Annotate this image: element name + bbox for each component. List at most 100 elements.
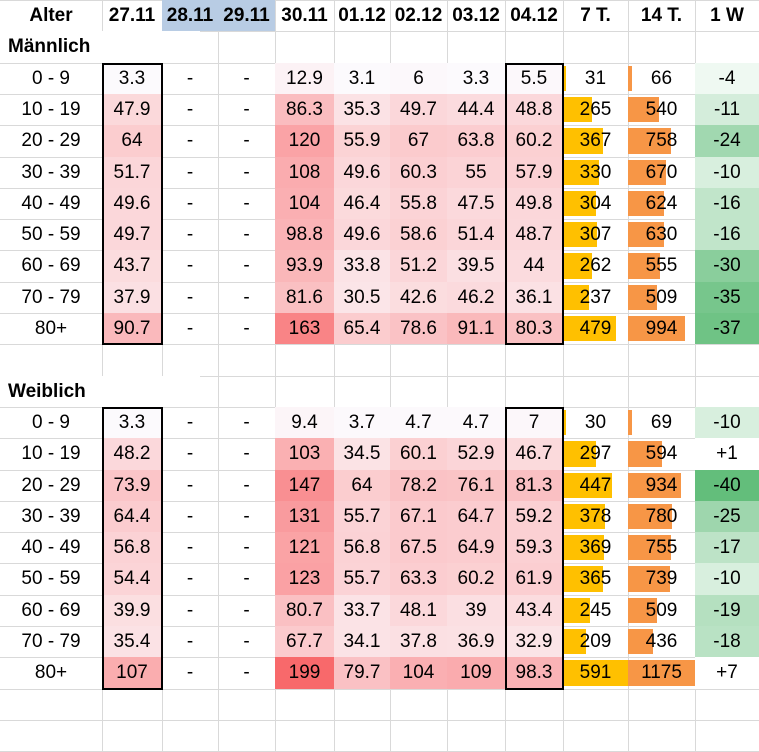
seven-day-total[interactable]: 31 — [563, 63, 628, 94]
daily-value[interactable]: 51.2 — [390, 250, 447, 282]
daily-value[interactable]: - — [162, 470, 218, 501]
week-change[interactable]: -35 — [695, 282, 759, 313]
fourteen-day-total[interactable]: 594 — [628, 438, 695, 470]
daily-value[interactable]: 48.1 — [390, 595, 447, 626]
age-label[interactable]: 20 - 29 — [0, 125, 102, 157]
daily-value[interactable]: 32.9 — [505, 626, 563, 657]
daily-value[interactable]: 109 — [447, 657, 505, 689]
daily-value[interactable]: - — [162, 595, 218, 626]
daily-value[interactable]: 35.4 — [102, 626, 162, 657]
seven-day-total[interactable]: 365 — [563, 563, 628, 595]
daily-value[interactable]: 37.8 — [390, 626, 447, 657]
fourteen-day-total[interactable]: 1175 — [628, 657, 695, 689]
week-change[interactable]: -11 — [695, 94, 759, 125]
daily-value[interactable]: 46.2 — [447, 282, 505, 313]
daily-value[interactable]: - — [218, 63, 275, 94]
daily-value[interactable]: 64 — [102, 125, 162, 157]
seven-day-total[interactable]: 378 — [563, 501, 628, 532]
fourteen-day-total[interactable]: 739 — [628, 563, 695, 595]
daily-value[interactable]: 120 — [275, 125, 334, 157]
daily-value[interactable]: 3.7 — [334, 407, 390, 438]
daily-value[interactable]: 51.7 — [102, 157, 162, 188]
week-change[interactable]: -16 — [695, 219, 759, 250]
daily-value[interactable]: 43.4 — [505, 595, 563, 626]
age-label[interactable]: 30 - 39 — [0, 501, 102, 532]
seven-day-total[interactable]: 30 — [563, 407, 628, 438]
daily-value[interactable]: 64 — [334, 470, 390, 501]
daily-value[interactable]: 44 — [505, 250, 563, 282]
seven-day-total[interactable]: 262 — [563, 250, 628, 282]
fourteen-day-total[interactable]: 66 — [628, 63, 695, 94]
daily-value[interactable]: - — [162, 250, 218, 282]
header-0[interactable]: Alter — [0, 0, 102, 31]
daily-value[interactable]: 55 — [447, 157, 505, 188]
daily-value[interactable]: 131 — [275, 501, 334, 532]
daily-value[interactable]: 60.1 — [390, 438, 447, 470]
seven-day-total[interactable]: 369 — [563, 532, 628, 563]
daily-value[interactable]: 47.5 — [447, 188, 505, 219]
daily-value[interactable]: 93.9 — [275, 250, 334, 282]
daily-value[interactable]: - — [162, 125, 218, 157]
daily-value[interactable]: 64.9 — [447, 532, 505, 563]
daily-value[interactable]: 6 — [390, 63, 447, 94]
week-change[interactable]: -16 — [695, 188, 759, 219]
daily-value[interactable]: 107 — [102, 657, 162, 689]
age-label[interactable]: 80+ — [0, 313, 102, 344]
age-label[interactable]: 40 - 49 — [0, 532, 102, 563]
daily-value[interactable]: 108 — [275, 157, 334, 188]
daily-value[interactable]: 36.1 — [505, 282, 563, 313]
daily-value[interactable]: 49.6 — [334, 157, 390, 188]
daily-value[interactable]: 55.7 — [334, 501, 390, 532]
daily-value[interactable]: - — [162, 63, 218, 94]
daily-value[interactable]: 3.3 — [102, 407, 162, 438]
daily-value[interactable]: 63.3 — [390, 563, 447, 595]
daily-value[interactable]: 49.8 — [505, 188, 563, 219]
daily-value[interactable]: - — [162, 532, 218, 563]
daily-value[interactable]: 76.1 — [447, 470, 505, 501]
daily-value[interactable]: 199 — [275, 657, 334, 689]
daily-value[interactable]: - — [218, 470, 275, 501]
daily-value[interactable]: 61.9 — [505, 563, 563, 595]
daily-value[interactable]: 60.3 — [390, 157, 447, 188]
daily-value[interactable]: 34.5 — [334, 438, 390, 470]
seven-day-total[interactable]: 237 — [563, 282, 628, 313]
daily-value[interactable]: - — [218, 626, 275, 657]
daily-value[interactable]: 34.1 — [334, 626, 390, 657]
daily-value[interactable]: 5.5 — [505, 63, 563, 94]
daily-value[interactable]: 4.7 — [447, 407, 505, 438]
daily-value[interactable]: - — [218, 438, 275, 470]
daily-value[interactable]: 81.6 — [275, 282, 334, 313]
header-1[interactable]: 27.11 — [102, 0, 162, 31]
daily-value[interactable]: 49.7 — [390, 94, 447, 125]
header-6[interactable]: 02.12 — [390, 0, 447, 31]
daily-value[interactable]: 163 — [275, 313, 334, 344]
daily-value[interactable]: 3.3 — [102, 63, 162, 94]
seven-day-total[interactable]: 447 — [563, 470, 628, 501]
seven-day-total[interactable]: 307 — [563, 219, 628, 250]
daily-value[interactable]: - — [162, 188, 218, 219]
daily-value[interactable]: 81.3 — [505, 470, 563, 501]
daily-value[interactable]: 104 — [275, 188, 334, 219]
daily-value[interactable]: - — [162, 219, 218, 250]
seven-day-total[interactable]: 330 — [563, 157, 628, 188]
seven-day-total[interactable]: 265 — [563, 94, 628, 125]
header-5[interactable]: 01.12 — [334, 0, 390, 31]
fourteen-day-total[interactable]: 994 — [628, 313, 695, 344]
daily-value[interactable]: 56.8 — [102, 532, 162, 563]
daily-value[interactable]: 9.4 — [275, 407, 334, 438]
daily-value[interactable]: - — [162, 282, 218, 313]
daily-value[interactable]: 52.9 — [447, 438, 505, 470]
daily-value[interactable]: 67 — [390, 125, 447, 157]
daily-value[interactable]: - — [218, 595, 275, 626]
header-3[interactable]: 29.11 — [218, 0, 275, 31]
daily-value[interactable]: 33.8 — [334, 250, 390, 282]
header-7[interactable]: 03.12 — [447, 0, 505, 31]
daily-value[interactable]: 3.1 — [334, 63, 390, 94]
daily-value[interactable]: 79.7 — [334, 657, 390, 689]
daily-value[interactable]: 39.9 — [102, 595, 162, 626]
week-change[interactable]: +7 — [695, 657, 759, 689]
age-label[interactable]: 60 - 69 — [0, 250, 102, 282]
age-label[interactable]: 40 - 49 — [0, 188, 102, 219]
daily-value[interactable]: 36.9 — [447, 626, 505, 657]
week-change[interactable]: -10 — [695, 407, 759, 438]
